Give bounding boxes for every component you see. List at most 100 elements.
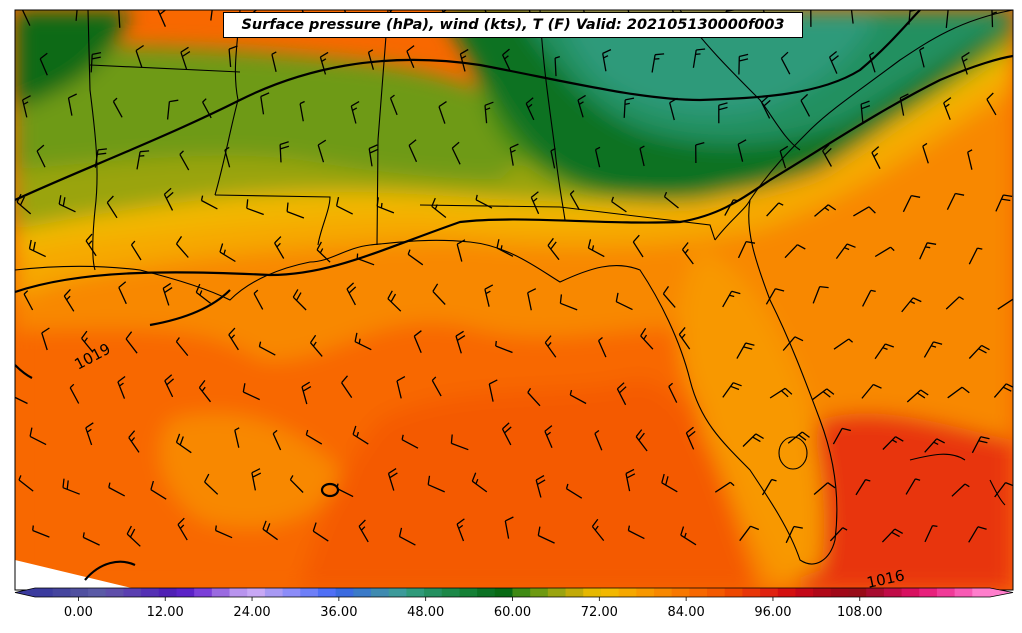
wind-barb <box>438 101 447 124</box>
wind-barb <box>501 422 512 446</box>
colorbar-swatch <box>424 588 443 597</box>
colorbar-swatch <box>653 588 673 597</box>
wind-barb <box>714 481 735 493</box>
wind-barb <box>967 149 973 170</box>
wind-barb <box>112 97 123 118</box>
wind-barb <box>951 483 970 497</box>
wind-barb <box>85 422 94 446</box>
wind-barb <box>668 382 678 403</box>
wind-barb <box>406 45 415 68</box>
wind-barb <box>39 52 48 76</box>
wind-barb <box>881 528 904 543</box>
wind-barb <box>813 482 836 495</box>
colorbar-swatch <box>512 588 531 597</box>
wind-barb <box>504 516 514 539</box>
wind-barb <box>695 141 705 164</box>
colorbar-swatch <box>547 588 567 597</box>
temp-band-red-south <box>800 413 1013 590</box>
wind-barb <box>761 95 771 119</box>
isobar-north <box>15 10 921 201</box>
wind-barb <box>387 468 398 491</box>
wind-barb <box>427 475 445 493</box>
wind-barb <box>724 199 739 216</box>
wind-barb <box>968 526 987 543</box>
wind-barb <box>309 334 323 357</box>
wind-barb <box>396 376 406 399</box>
colorbar-swatch <box>229 588 248 597</box>
wind-barb <box>431 376 442 397</box>
colorbar-swatch <box>70 588 89 597</box>
wind-barb <box>228 45 238 68</box>
colorbar-swatch <box>636 588 655 597</box>
colorbar-swatch <box>919 588 938 597</box>
colorbar-tick-label: 36.00 <box>320 605 357 620</box>
colorbar-swatch <box>954 588 973 597</box>
wind-barb <box>150 480 167 500</box>
wind-barb <box>530 191 540 215</box>
wind-barb <box>692 48 706 68</box>
wind-barb <box>829 527 848 542</box>
wind-barb <box>175 236 189 258</box>
wind-barb <box>18 475 34 492</box>
wind-barb <box>550 147 556 169</box>
wind-barb <box>431 197 447 219</box>
wind-barb <box>905 478 921 495</box>
wind-barb <box>662 286 676 308</box>
wind-barb <box>615 292 633 311</box>
colorbar-tick-label: 96.00 <box>754 605 791 620</box>
wind-barb <box>82 532 100 546</box>
wind-barb <box>800 93 811 117</box>
wind-barb <box>822 144 832 167</box>
wind-barb <box>587 239 605 258</box>
wind-barb <box>736 342 755 359</box>
wind-barb <box>924 524 938 543</box>
colorbar-swatch <box>530 588 549 597</box>
temp-band-gold <box>15 60 1013 300</box>
colorbar-tick-label: 48.00 <box>407 605 444 620</box>
wind-barb <box>535 475 546 498</box>
wind-barb <box>738 53 749 75</box>
wind-barb <box>219 243 236 263</box>
wind-barb <box>661 473 678 493</box>
wind-barb <box>780 51 791 75</box>
wind-barb <box>246 199 264 216</box>
wind-barb <box>995 194 1013 212</box>
wind-barb <box>58 195 76 213</box>
wind-barb <box>224 146 231 168</box>
colorbar-swatch <box>264 588 284 597</box>
wind-barb <box>272 429 282 451</box>
wind-barb <box>496 239 514 257</box>
wind-barb <box>722 382 742 398</box>
wind-barb <box>919 242 937 260</box>
wind-barb <box>718 102 728 124</box>
wind-barb <box>16 193 32 215</box>
wind-barb <box>228 327 239 351</box>
wind-barb <box>868 51 876 73</box>
colorbar-swatch <box>158 588 178 597</box>
colorbar-swatch <box>123 588 142 597</box>
wind-barb <box>198 380 212 403</box>
wind-barb <box>180 46 191 70</box>
wind-barb <box>108 482 126 497</box>
colorbar-swatch <box>901 588 920 597</box>
wind-barb <box>860 100 871 123</box>
wind-barb <box>401 434 419 449</box>
wind-barb <box>352 425 369 445</box>
colorbar-swatch <box>494 588 514 597</box>
wind-barb <box>157 10 167 27</box>
wind-barb <box>525 97 535 121</box>
missing-data-wedge <box>15 560 140 590</box>
wind-barb <box>106 195 118 219</box>
wind-barb <box>943 97 952 120</box>
wind-barb <box>722 290 741 308</box>
lake-okeechobee <box>778 436 808 470</box>
wind-barb <box>742 433 764 447</box>
wind-barb <box>669 97 678 121</box>
wind-barb <box>459 48 469 72</box>
temp-band-dark-green-nw <box>15 10 130 110</box>
wind-barb <box>997 298 1013 310</box>
wind-barb <box>67 93 77 116</box>
wind-barb <box>766 202 784 217</box>
wind-barb <box>785 525 803 544</box>
